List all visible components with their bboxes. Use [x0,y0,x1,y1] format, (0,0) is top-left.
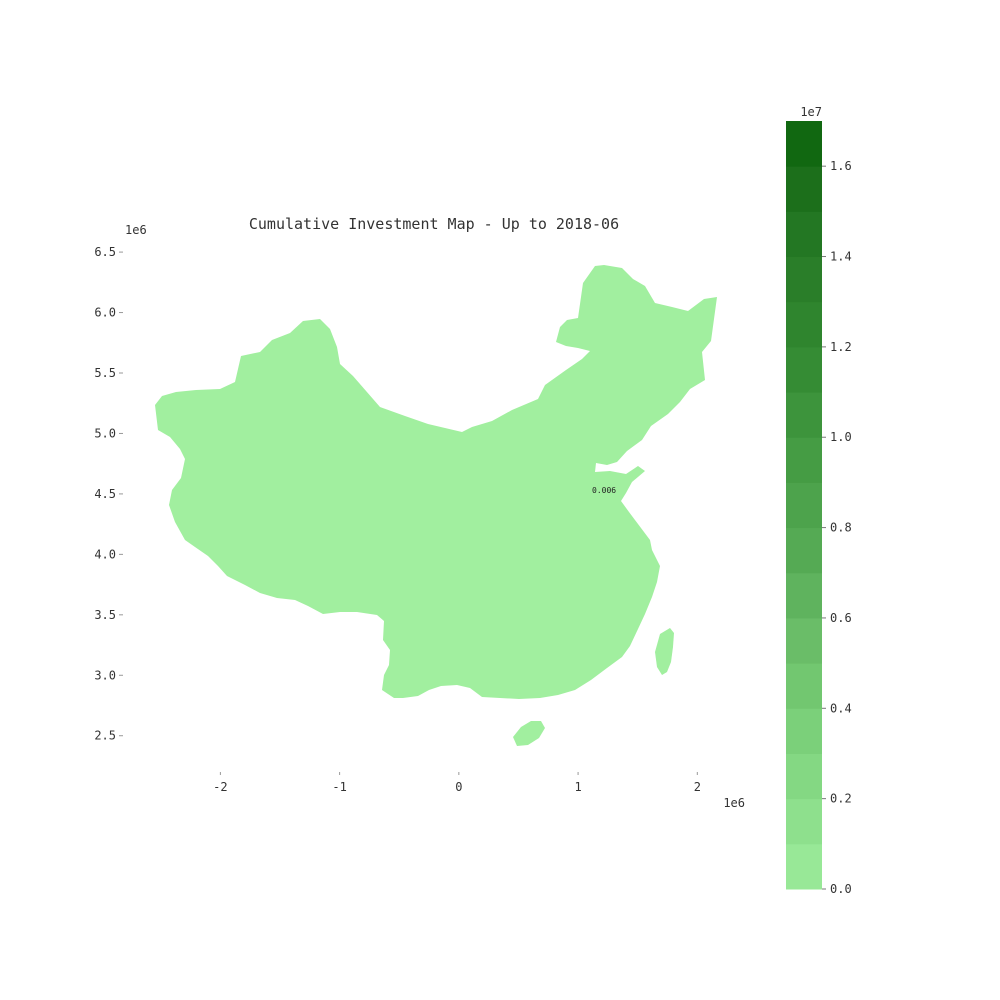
x-tick-label: -2 [213,780,227,794]
colorbar-tick-label: 1.4 [830,250,852,264]
colorbar-tick-label: 0.2 [830,792,852,806]
colorbar-segment [786,301,822,348]
colorbar-segment [786,617,822,664]
y-tick-label: 2.5 [94,729,116,743]
colorbar-tick-label: 0.4 [830,701,852,715]
colorbar-tick-label: 0.8 [830,521,852,535]
chart-title: Cumulative Investment Map - Up to 2018-0… [249,215,619,233]
region-annotation: 0.006 [592,486,616,495]
colorbar-exponent: 1e7 [800,105,822,119]
y-tick-label: 4.0 [94,547,116,561]
colorbar-tick-label: 1.0 [830,430,852,444]
colorbar-segment [786,392,822,438]
x-axis-exponent: 1e6 [723,796,745,810]
x-tick-label: 2 [694,780,701,794]
colorbar-tick-label: 1.2 [830,340,852,354]
x-tick-label: 0 [455,780,462,794]
colorbar-segment [786,798,822,845]
colorbar-segment [786,753,822,800]
mainland-region [155,265,717,699]
x-tick-label: 1 [574,780,581,794]
colorbar: 0.0 0.2 0.4 0.6 0.8 1.0 1.2 1.4 1.6 [786,121,852,896]
y-tick-label: 5.0 [94,426,116,440]
colorbar-segment [786,256,822,303]
colorbar-segment [786,211,822,258]
colorbar-segment [786,346,822,393]
hainan-island [513,721,545,746]
y-tick-label: 6.5 [94,245,116,259]
colorbar-tick-label: 0.0 [830,882,852,896]
y-tick-label: 6.0 [94,306,116,320]
colorbar-segment [786,708,822,754]
colorbar-tick-label: 0.6 [830,611,852,625]
y-axis: 2.5 3.0 3.5 4.0 4.5 5.0 5.5 6.0 6.5 [94,245,123,743]
y-tick-label: 3.5 [94,608,116,622]
map-area: 0.006 [155,265,717,746]
colorbar-segment [786,843,822,890]
colorbar-segment [786,482,822,529]
y-tick-label: 4.5 [94,487,116,501]
y-axis-exponent: 1e6 [125,223,147,237]
y-tick-label: 5.5 [94,366,116,380]
colorbar-segment [786,663,822,709]
colorbar-segment [786,572,822,619]
colorbar-segment [786,527,822,574]
colorbar-segment [786,121,822,167]
taiwan-island [655,628,674,675]
colorbar-tick-label: 1.6 [830,159,852,173]
x-axis: -2 -1 0 1 2 [213,772,701,794]
y-tick-label: 3.0 [94,668,116,682]
x-tick-label: -1 [332,780,346,794]
colorbar-segment [786,166,822,212]
colorbar-segment [786,437,822,483]
